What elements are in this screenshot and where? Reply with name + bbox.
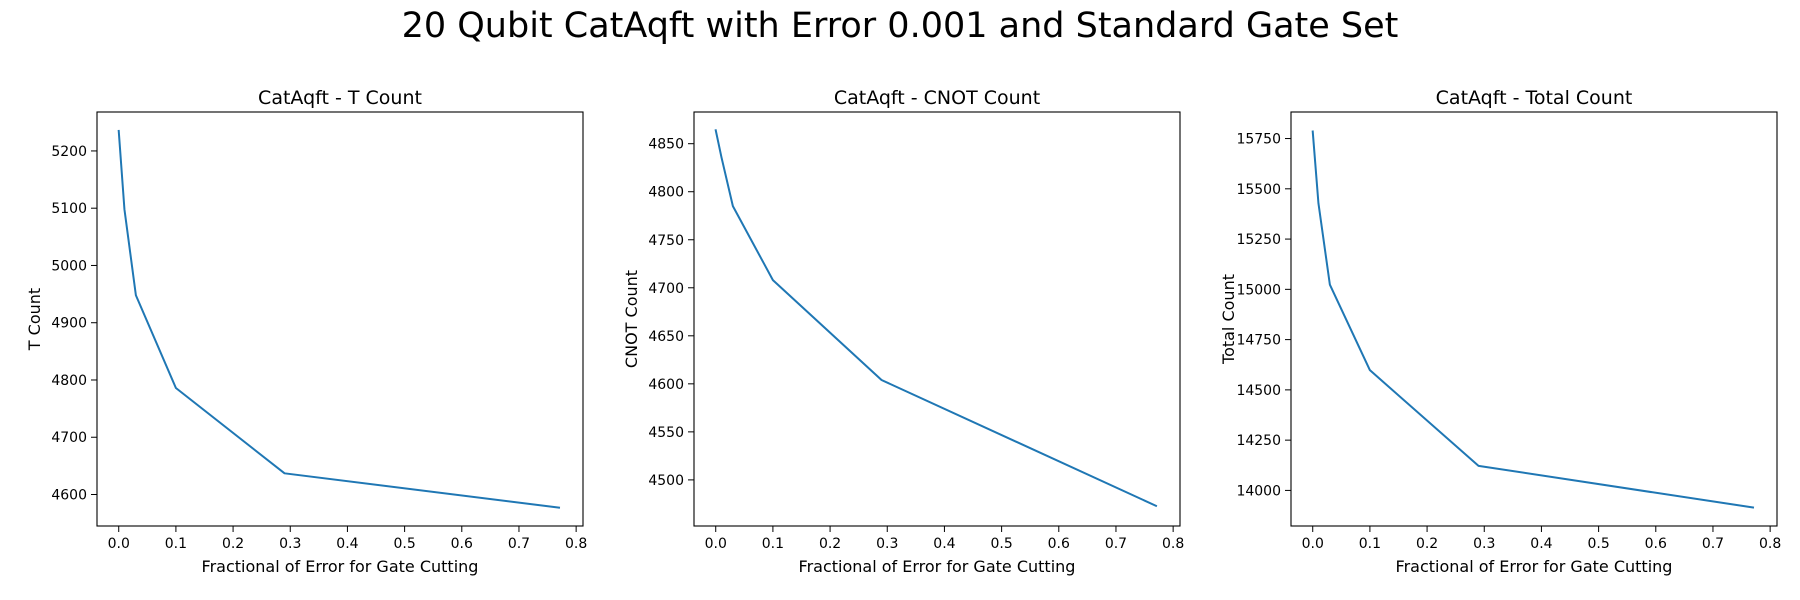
chart-panel-3: 0.0 0.1 0.2 0.3 0.4 0.5 0.6 0.7 0.8 14000 14250 145…: [1219, 87, 1781, 576]
x-tick-label: 0.0: [108, 536, 130, 552]
x-tick-label: 0.8: [565, 536, 587, 552]
y-tick-label: 15750: [1236, 132, 1281, 148]
x-tick-label: 0.6: [1048, 536, 1070, 552]
y-tick-label: 4750: [648, 233, 684, 249]
x-tick-label: 0.3: [1473, 536, 1495, 552]
y-tick-label: 4650: [648, 329, 684, 345]
plot-frame: [1290, 111, 1778, 527]
y-tick-label: 15500: [1236, 182, 1281, 198]
x-tick-label: 0.0: [1302, 536, 1324, 552]
plot-frame: [693, 111, 1181, 527]
x-tick-label: 0.4: [1530, 536, 1552, 552]
x-tick-label: 0.7: [508, 536, 530, 552]
x-tick-label: 0.1: [165, 536, 187, 552]
x-tick-label: 0.7: [1702, 536, 1724, 552]
x-tick-label: 0.2: [1416, 536, 1438, 552]
y-axis-label: CNOT Count: [622, 270, 641, 368]
x-tick-label: 0.8: [1759, 536, 1781, 552]
y-tick-label: 4850: [648, 137, 684, 153]
x-tick-label: 0.3: [279, 536, 301, 552]
y-tick-label: 15000: [1236, 282, 1281, 298]
y-axis-label: T Count: [25, 288, 44, 351]
y-tick-label: 4600: [648, 377, 684, 393]
chart-title: CatAqft - Total Count: [1436, 87, 1633, 109]
y-tick-label: 4600: [51, 488, 87, 504]
x-tick-label: 0.6: [451, 536, 473, 552]
chart-title: CatAqft - T Count: [258, 87, 422, 109]
y-tick-label: 14250: [1236, 433, 1281, 449]
x-tick-label: 0.1: [1359, 536, 1381, 552]
x-tick-label: 0.7: [1105, 536, 1127, 552]
series-line: [1311, 130, 1755, 509]
y-tick-label: 4900: [51, 316, 87, 332]
x-tick-label: 0.2: [819, 536, 841, 552]
x-tick-label: 0.8: [1162, 536, 1184, 552]
x-tick-label: 0.3: [876, 536, 898, 552]
x-axis-label: Fractional of Error for Gate Cutting: [202, 557, 479, 576]
y-tick-label: 14500: [1236, 383, 1281, 399]
y-tick-label: 4500: [648, 473, 684, 489]
x-tick-label: 0.5: [1587, 536, 1609, 552]
y-tick-label: 14000: [1236, 483, 1281, 499]
x-tick-label: 0.4: [336, 536, 358, 552]
y-tick-label: 14750: [1236, 333, 1281, 349]
figure-suptitle: 20 Qubit CatAqft with Error 0.001 and St…: [401, 6, 1399, 46]
chart-panel-2: 0.0 0.1 0.2 0.3 0.4 0.5 0.6 0.7 0.8 4500 4550 4600 4…: [622, 87, 1184, 576]
x-tick-label: 0.6: [1645, 536, 1667, 552]
y-tick-label: 4800: [51, 373, 87, 389]
series-line: [714, 129, 1158, 508]
y-tick-label: 5000: [51, 258, 87, 274]
x-tick-label: 0.2: [222, 536, 244, 552]
chart-panel-1: 0.0 0.1 0.2 0.3 0.4 0.5 0.6 0.7 0.8 4600 4700 4800 4…: [25, 87, 587, 576]
plot-frame: [96, 111, 584, 527]
series-line: [117, 129, 561, 509]
x-tick-label: 0.4: [933, 536, 955, 552]
y-tick-label: 5200: [51, 144, 87, 160]
y-axis-label: Total Count: [1219, 274, 1238, 365]
x-axis-label: Fractional of Error for Gate Cutting: [1396, 557, 1673, 576]
y-tick-label: 4800: [648, 185, 684, 201]
y-tick-label: 5100: [51, 201, 87, 217]
y-tick-label: 4550: [648, 425, 684, 441]
x-tick-label: 0.5: [393, 536, 415, 552]
x-tick-label: 0.1: [762, 536, 784, 552]
x-axis-label: Fractional of Error for Gate Cutting: [799, 557, 1076, 576]
chart-title: CatAqft - CNOT Count: [834, 87, 1040, 109]
y-tick-label: 15250: [1236, 232, 1281, 248]
x-tick-label: 0.0: [705, 536, 727, 552]
y-tick-label: 4700: [648, 281, 684, 297]
y-tick-label: 4700: [51, 430, 87, 446]
x-tick-label: 0.5: [990, 536, 1012, 552]
